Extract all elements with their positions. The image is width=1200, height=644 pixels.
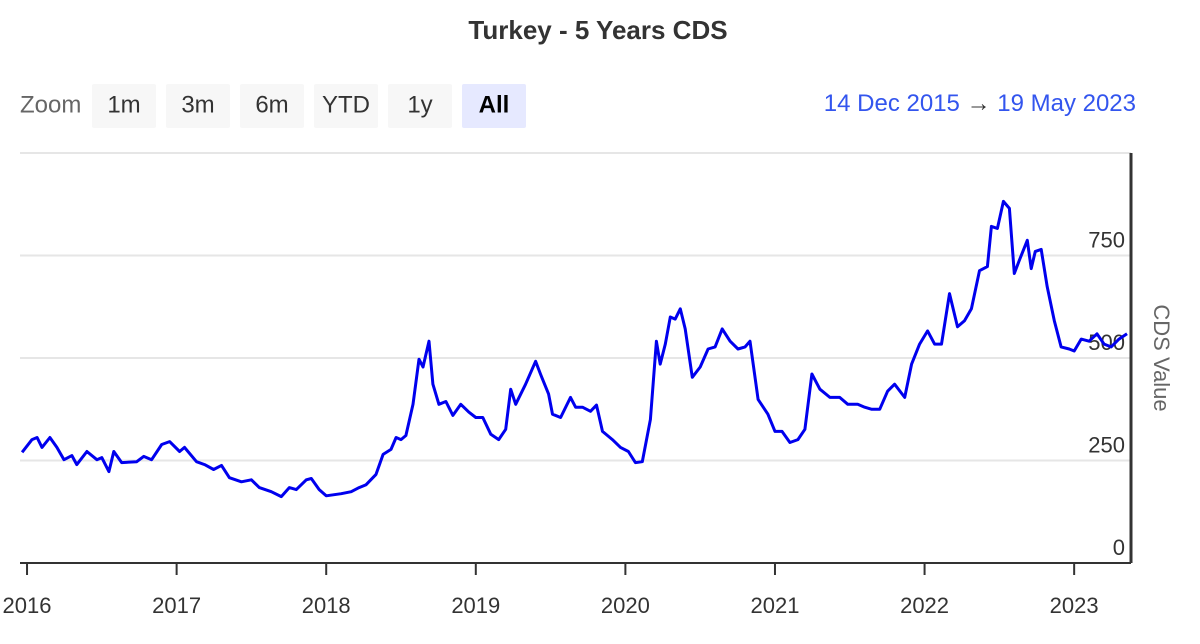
zoom-button-label[interactable]: 3m: [181, 91, 214, 118]
zoom-label: Zoom: [20, 91, 81, 118]
y-tick-label: 0: [1113, 535, 1125, 560]
zoom-button[interactable]: [462, 84, 526, 128]
chart-title: Turkey - 5 Years CDS: [468, 15, 727, 45]
y-tick-label: 250: [1088, 432, 1125, 457]
zoom-button-label[interactable]: 1y: [407, 91, 432, 118]
zoom-button-label[interactable]: YTD: [322, 91, 370, 118]
x-tick-label: 2019: [451, 593, 500, 618]
zoom-button-label[interactable]: All: [479, 91, 510, 118]
range-to: 19 May 2023: [997, 90, 1136, 117]
y-tick-label: 750: [1088, 227, 1125, 252]
zoom-button-label[interactable]: 6m: [255, 91, 288, 118]
x-tick-label: 2020: [601, 593, 650, 618]
zoom-button[interactable]: [240, 84, 304, 128]
zoom-button[interactable]: [92, 84, 156, 128]
x-tick-label: 2016: [3, 593, 52, 618]
y-axis-label: CDS Value: [1149, 304, 1174, 411]
zoom-button-label[interactable]: 1m: [107, 91, 140, 118]
y-tick-label: 500: [1088, 330, 1125, 355]
x-tick-label: 2018: [302, 593, 351, 618]
x-tick-label: 2023: [1050, 593, 1099, 618]
range-from: 14 Dec 2015: [824, 90, 960, 117]
x-tick-label: 2017: [152, 593, 201, 618]
range-separator: →: [967, 90, 991, 117]
x-tick-label: 2022: [900, 593, 949, 618]
zoom-button[interactable]: [314, 84, 378, 128]
zoom-button[interactable]: [166, 84, 230, 128]
date-range: 14 Dec 2015 → 19 May 2023: [824, 90, 1136, 117]
x-tick-label: 2021: [751, 593, 800, 618]
line-series: [20, 199, 1128, 499]
zoom-button[interactable]: [388, 84, 452, 128]
